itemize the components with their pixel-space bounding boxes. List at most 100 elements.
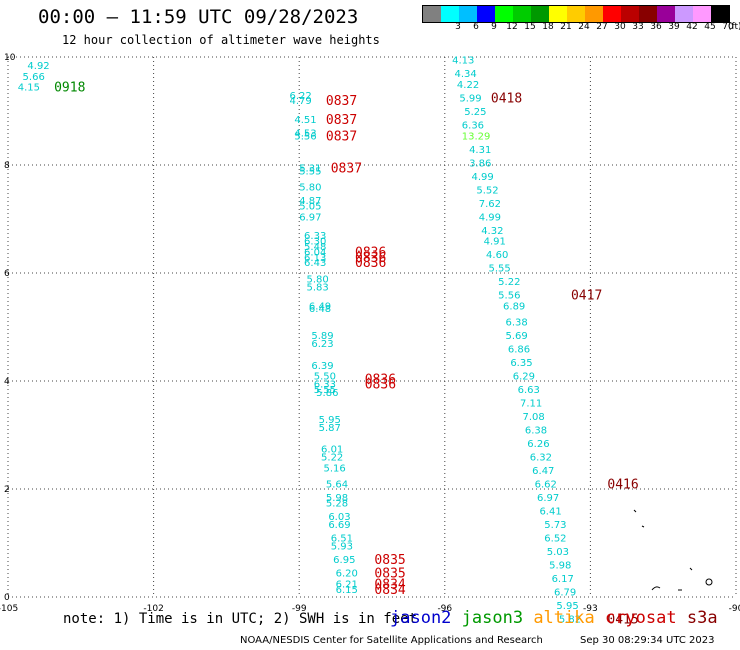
pass-time-label: 0834 xyxy=(374,583,405,598)
wave-height-label: 6.21 xyxy=(336,580,358,591)
wave-height-label: 6.63 xyxy=(518,385,540,396)
color-scale-unit: (ft) xyxy=(728,22,740,32)
wave-height-label: 4.91 xyxy=(484,237,506,248)
pass-time-label: 0836 xyxy=(355,245,386,260)
wave-height-label: 5.83 xyxy=(306,283,328,294)
pass-time-label: 0834 xyxy=(374,578,405,593)
wave-height-label: 5.50 xyxy=(314,372,336,383)
satellite-legend: jason2 jason3 altika cryosat s3a xyxy=(390,608,718,628)
wave-height-label: 6.36 xyxy=(462,121,484,132)
y-tick-label: 8 xyxy=(4,161,10,171)
wave-height-label: 5.56 xyxy=(294,131,316,142)
color-scale-label: 42 xyxy=(686,22,698,32)
wave-height-label: 4.22 xyxy=(457,80,479,91)
wave-height-label: 5.22 xyxy=(498,277,520,288)
wave-height-label: 5.99 xyxy=(459,94,481,105)
wave-height-label: 6.86 xyxy=(508,345,530,356)
wave-height-label: 6.79 xyxy=(554,588,576,599)
wave-height-label: 6.33 xyxy=(314,380,336,391)
color-swatch xyxy=(423,6,441,22)
color-scale-label: 27 xyxy=(596,22,608,32)
wave-height-label: 5.95 xyxy=(556,601,578,612)
wave-height-label: 5.56 xyxy=(498,291,520,302)
color-scale-label: 70 xyxy=(722,22,734,32)
x-tick-label: -105 xyxy=(0,604,18,614)
wave-height-label: 6.04 xyxy=(304,247,326,258)
wave-height-label: 6.95 xyxy=(333,555,355,566)
color-scale-bar xyxy=(422,5,730,23)
wave-height-label: 6.23 xyxy=(311,339,333,350)
color-swatch xyxy=(621,6,639,22)
color-scale-label: 3 xyxy=(455,22,461,32)
wave-height-label: 5.31 xyxy=(299,164,321,175)
y-tick-label: 10 xyxy=(4,53,16,63)
color-scale-label: 18 xyxy=(542,22,554,32)
wave-height-label: 6.41 xyxy=(539,507,561,518)
color-scale-label: 24 xyxy=(578,22,590,32)
satellite-cryosat: cryosat xyxy=(604,608,687,628)
wave-height-label: 4.92 xyxy=(27,61,49,72)
wave-height-label: 6.30 xyxy=(304,237,326,248)
satellite-jason2: jason2 xyxy=(390,608,462,628)
wave-height-label: 5.55 xyxy=(488,264,510,275)
wave-height-label: 5.52 xyxy=(476,185,498,196)
wave-height-label: 4.51 xyxy=(294,115,316,126)
color-scale-label: 15 xyxy=(524,22,536,32)
wave-height-label: 5.93 xyxy=(331,542,353,553)
wave-height-label: 6.35 xyxy=(510,358,532,369)
color-scale-label: 39 xyxy=(668,22,680,32)
pass-time-label: 0918 xyxy=(54,81,85,96)
wave-height-label: 7.08 xyxy=(522,412,544,423)
color-scale-labels: 3 6 9 12 15 18 21 24 27 30 33 36 39 42 45 70 xyxy=(422,22,740,34)
footer-note: note: 1) Time is in UTC; 2) SWH is in fe… xyxy=(63,611,418,627)
color-swatch xyxy=(567,6,585,22)
color-swatch xyxy=(585,6,603,22)
satellite-s3a: s3a xyxy=(686,608,718,628)
wave-height-label: 6.52 xyxy=(544,534,566,545)
wave-height-label: 5.55 xyxy=(299,166,321,177)
wave-height-label: 6.97 xyxy=(537,493,559,504)
color-scale-label: 45 xyxy=(704,22,716,32)
wave-height-label: 6.20 xyxy=(336,569,358,580)
wave-height-label: 3.86 xyxy=(469,158,491,169)
color-swatch xyxy=(549,6,567,22)
wave-height-label: 6.26 xyxy=(527,439,549,450)
color-scale-label: 33 xyxy=(632,22,644,32)
color-swatch xyxy=(657,6,675,22)
wave-height-label: 5.80 xyxy=(299,183,321,194)
pass-time-label: 0837 xyxy=(326,94,357,109)
page-subtitle: 12 hour collection of altimeter wave hei… xyxy=(62,33,380,47)
wave-height-label: 6.32 xyxy=(530,453,552,464)
wave-height-label: 5.16 xyxy=(323,463,345,474)
wave-height-label: 5.03 xyxy=(547,547,569,558)
wave-height-label: 6.48 xyxy=(309,304,331,315)
wave-height-label: 4.87 xyxy=(299,196,321,207)
pass-time-label: 0837 xyxy=(326,113,357,128)
x-tick-label: -96 xyxy=(437,604,452,614)
wave-height-label: 6.15 xyxy=(336,585,358,596)
x-tick-label: -99 xyxy=(292,604,307,614)
satellite-jason3: jason3 xyxy=(461,608,534,628)
color-swatch xyxy=(441,6,459,22)
color-swatch xyxy=(711,6,729,22)
y-tick-label: 6 xyxy=(4,269,10,279)
wave-height-label: 6.38 xyxy=(525,426,547,437)
wave-height-label: 7.11 xyxy=(520,399,542,410)
wave-height-label: 5.89 xyxy=(311,331,333,342)
pass-time-label: 0836 xyxy=(365,372,396,387)
wave-height-label: 5.69 xyxy=(505,331,527,342)
color-scale-label: 21 xyxy=(560,22,572,32)
wave-height-label: 6.39 xyxy=(311,361,333,372)
wave-height-label: 6.03 xyxy=(328,512,350,523)
wave-height-label: 6.51 xyxy=(331,534,353,545)
wave-height-label: 4.31 xyxy=(469,145,491,156)
wave-height-label: 4.79 xyxy=(289,96,311,107)
x-tick-label: -90 xyxy=(729,604,740,614)
wave-height-label: 4.99 xyxy=(479,212,501,223)
wave-height-label: 5.22 xyxy=(321,453,343,464)
satellite-altika: altika xyxy=(533,608,605,628)
pass-time-label: 0417 xyxy=(571,289,602,304)
wave-height-label: 5.28 xyxy=(326,499,348,510)
pass-time-label: 0835 xyxy=(374,567,405,582)
